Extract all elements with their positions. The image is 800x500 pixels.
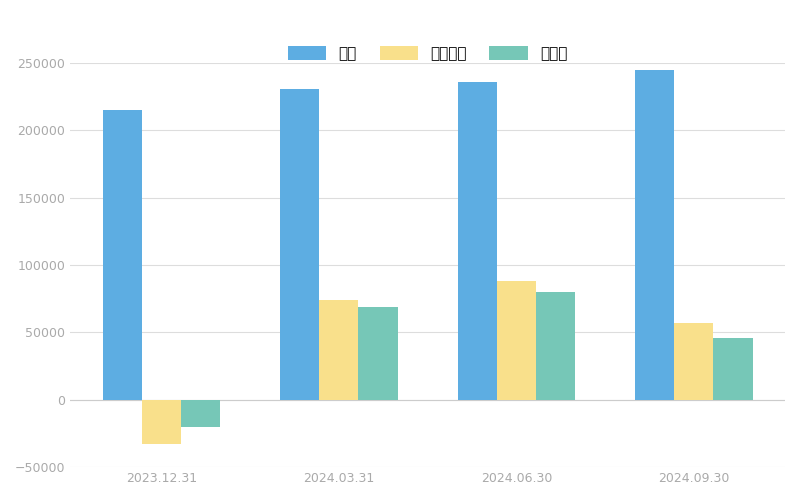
Bar [142, 400, 181, 444]
Bar [358, 307, 398, 400]
Bar [635, 70, 674, 400]
Bar [181, 400, 220, 426]
Bar [674, 323, 714, 400]
Bar [536, 292, 575, 400]
Bar [497, 282, 536, 400]
Legend: 매출, 영업이익, 순이익: 매출, 영업이익, 순이익 [281, 38, 575, 69]
Bar [714, 338, 753, 400]
Bar [319, 300, 358, 400]
Bar [103, 110, 142, 400]
Bar [280, 88, 319, 400]
Bar [458, 82, 497, 400]
